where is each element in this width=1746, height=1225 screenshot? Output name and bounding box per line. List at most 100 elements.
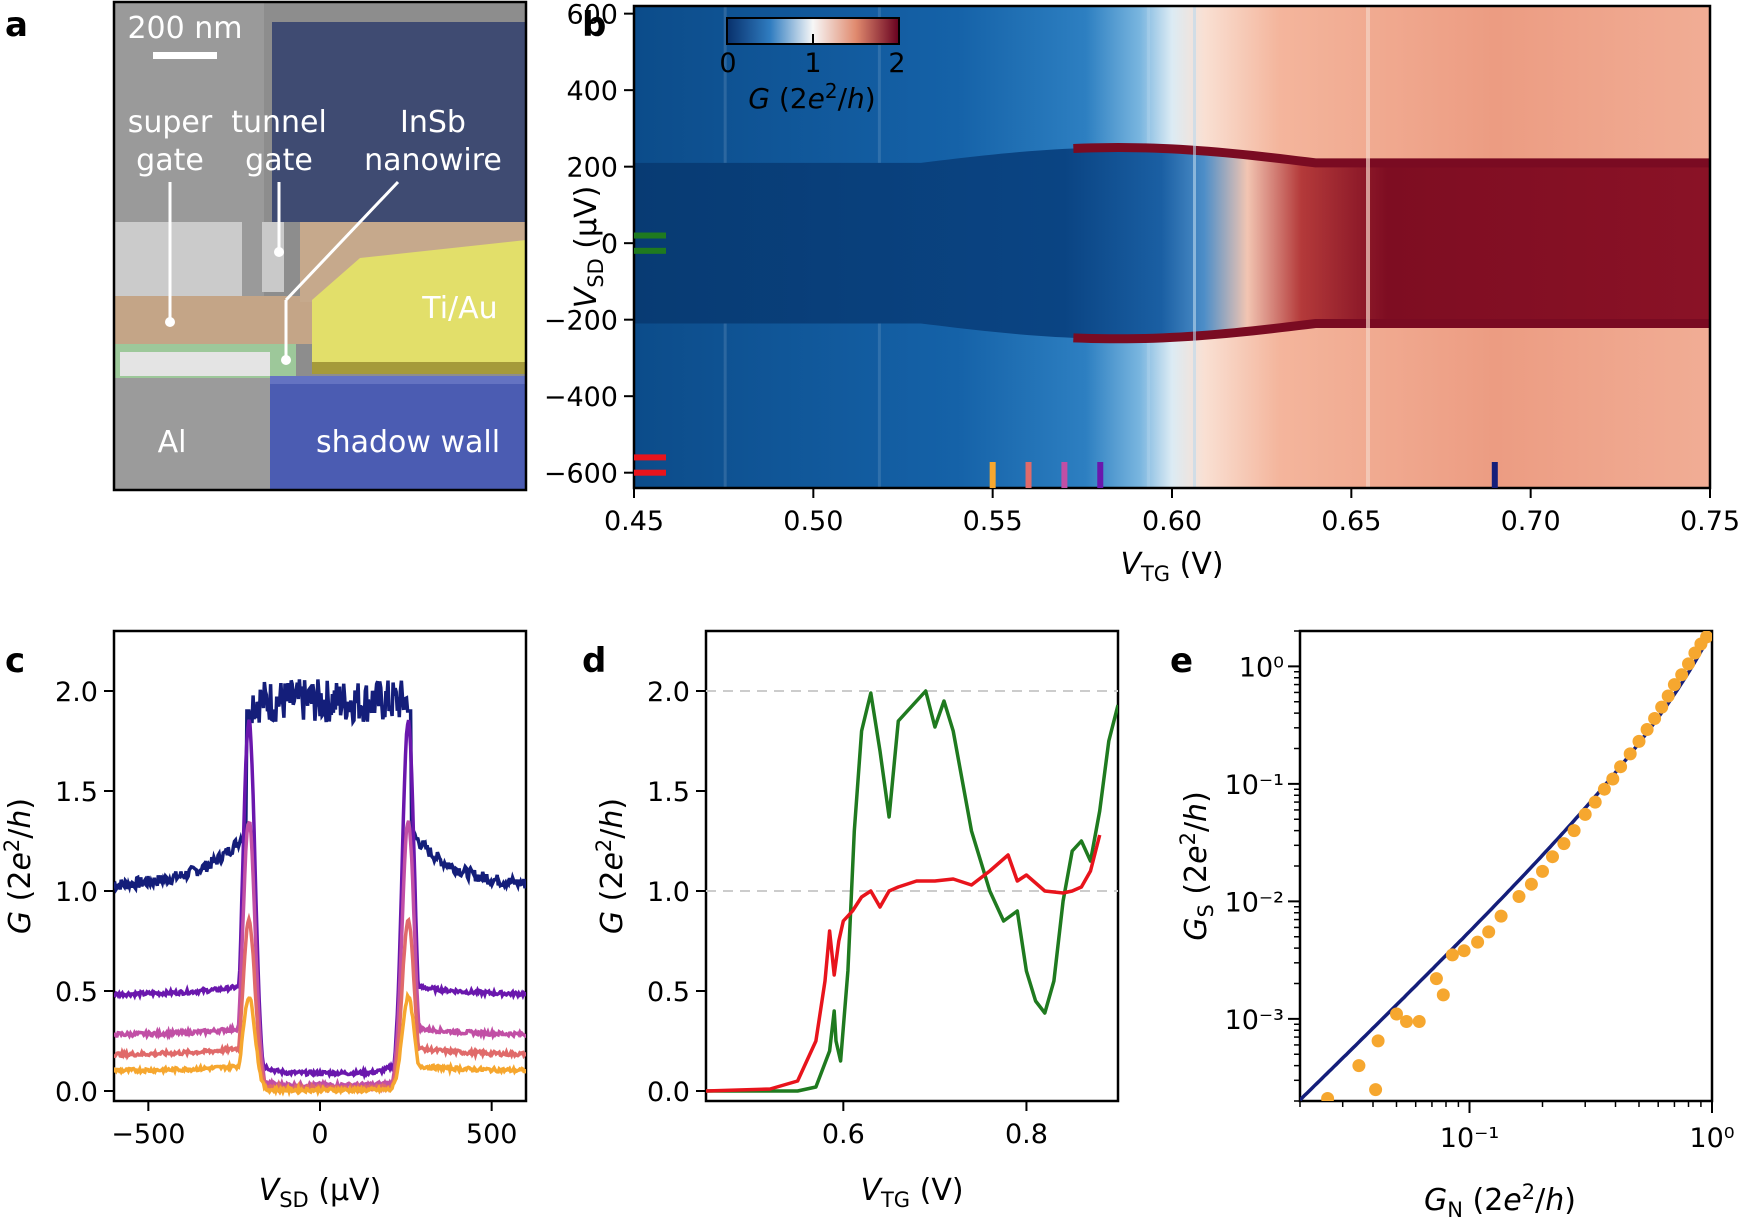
c-ytick-label: 2.0 bbox=[55, 677, 98, 708]
e-data-point bbox=[1390, 1007, 1403, 1021]
c-ytick-label: 0.5 bbox=[55, 977, 98, 1008]
e-data-point bbox=[1614, 760, 1628, 774]
top-gate-region bbox=[272, 22, 526, 222]
c-ytick-label: 1.0 bbox=[55, 877, 98, 908]
tiau-lead bbox=[312, 240, 526, 370]
heatmap-artifact-line-2 bbox=[1193, 6, 1196, 488]
panel-letter-a: a bbox=[5, 5, 28, 45]
e-data-point bbox=[1546, 850, 1559, 864]
e-data-point bbox=[1471, 935, 1485, 949]
panel-b-axes: 0.45 0.50 0.55 0.60 0.65 0.70 0.75 600 400 200 0 −2… bbox=[544, 0, 1740, 537]
pointer-dot-tunnel-gate bbox=[274, 247, 284, 257]
c-xtick-label: −500 bbox=[111, 1119, 185, 1150]
label-tunnel-gate-2: gate bbox=[245, 143, 313, 178]
e-data-point bbox=[1400, 1015, 1413, 1028]
b-marker-left bbox=[634, 247, 666, 254]
heatmap-gap-region bbox=[634, 147, 1710, 339]
panel-b-markers bbox=[634, 232, 1498, 488]
e-xtick-label: 10⁻¹ bbox=[1440, 1123, 1499, 1154]
d-xtick-label: 0.6 bbox=[822, 1119, 865, 1150]
b-ylabel: VSD (µV) bbox=[569, 186, 608, 309]
tunnel-gate-strip bbox=[262, 222, 284, 292]
e-data-point bbox=[1494, 909, 1508, 923]
label-nanowire-1: InSb bbox=[400, 105, 466, 140]
al-region bbox=[114, 378, 270, 490]
c-xlabel: VSD (µV) bbox=[259, 1173, 382, 1212]
pointer-dot-super-gate bbox=[165, 317, 175, 327]
d-series-line bbox=[706, 834, 1102, 1093]
e-data-point bbox=[1321, 1092, 1335, 1101]
c-ytick-label: 0.0 bbox=[55, 1077, 98, 1108]
e-data-point bbox=[1661, 689, 1675, 703]
e-ylabel: GS (2e2/h) bbox=[1176, 791, 1218, 941]
label-shadow-wall: shadow wall bbox=[316, 425, 500, 460]
d-xlabel: VTG (V) bbox=[860, 1173, 963, 1212]
e-data-point bbox=[1567, 824, 1581, 838]
b-ytick-label: −400 bbox=[544, 382, 618, 413]
e-data-point bbox=[1512, 890, 1526, 903]
shadow-wall bbox=[270, 380, 526, 490]
panel-d-frame bbox=[704, 629, 1120, 1103]
e-fit-curve bbox=[1300, 634, 1712, 1101]
heatmap-coherence-peak-bottom bbox=[1073, 319, 1710, 344]
e-data-point bbox=[1524, 877, 1538, 891]
c-xtick-label: 500 bbox=[466, 1119, 518, 1150]
b-ytick-label: −600 bbox=[544, 459, 618, 490]
panel-e-frame bbox=[1298, 629, 1714, 1103]
d-ytick-label: 2.0 bbox=[647, 677, 690, 708]
al-strip bbox=[120, 352, 270, 376]
c-series-line bbox=[114, 679, 526, 894]
colorbar-tick-label-0: 0 bbox=[719, 48, 736, 79]
super-gate-region bbox=[114, 222, 242, 298]
e-data-point bbox=[1597, 782, 1611, 796]
panel-c-axes: −500 0 500 0.0 0.5 1.0 1.5 2.0 bbox=[55, 677, 517, 1150]
panel-b-heatmap bbox=[634, 6, 1710, 488]
d-ytick-label: 0.0 bbox=[647, 1077, 690, 1108]
c-series-line bbox=[114, 990, 526, 1098]
b-marker-left bbox=[634, 469, 666, 476]
e-xtick-label: 10⁰ bbox=[1689, 1123, 1734, 1154]
e-data-point bbox=[1536, 864, 1549, 878]
b-xtick-label: 0.60 bbox=[1142, 506, 1202, 537]
e-data-point bbox=[1412, 1015, 1426, 1028]
e-data-point bbox=[1700, 631, 1712, 644]
e-xlabel: GN (2e2/h) bbox=[1424, 1180, 1576, 1222]
b-marker-bottom bbox=[989, 462, 996, 488]
c-ylabel: G (2e2/h) bbox=[0, 798, 38, 934]
e-data-point bbox=[1682, 657, 1695, 671]
b-marker-bottom bbox=[1097, 462, 1104, 488]
colorbar-tick-label-2: 2 bbox=[888, 48, 905, 79]
d-ylabel: G (2e2/h) bbox=[592, 798, 630, 934]
e-data-point bbox=[1429, 972, 1443, 986]
panel-a-border bbox=[112, 0, 528, 492]
e-data-point bbox=[1457, 944, 1471, 958]
b-xtick-label: 0.50 bbox=[783, 506, 843, 537]
b-marker-left bbox=[634, 454, 666, 461]
b-ytick-label: −200 bbox=[544, 306, 618, 337]
e-ytick-label: 10⁻³ bbox=[1225, 1005, 1284, 1036]
d-xtick-label: 0.8 bbox=[1005, 1119, 1048, 1150]
b-ytick-label: 200 bbox=[566, 153, 618, 184]
b-xtick-label: 0.65 bbox=[1321, 506, 1381, 537]
e-data-point bbox=[1352, 1059, 1366, 1073]
e-data-point bbox=[1578, 807, 1592, 821]
panel-d-axes: 0.6 0.8 0.0 0.5 1.0 1.5 2.0 bbox=[647, 677, 1118, 1150]
scale-bar-label: 200 nm bbox=[127, 11, 242, 46]
d-ytick-label: 0.5 bbox=[647, 977, 690, 1008]
d-series-line bbox=[706, 689, 1118, 1093]
c-series-line bbox=[114, 912, 526, 1096]
e-data-point bbox=[1675, 668, 1689, 682]
pointer-nanowire bbox=[284, 180, 400, 302]
panel-letter-d: d bbox=[582, 641, 606, 681]
e-data-point bbox=[1632, 734, 1646, 748]
e-data-point bbox=[1623, 747, 1637, 761]
panel-letter-c: c bbox=[5, 641, 25, 681]
panel-letter-e: e bbox=[1170, 641, 1193, 681]
e-ytick-label: 10⁻² bbox=[1225, 887, 1284, 918]
e-data-point bbox=[1606, 772, 1620, 786]
c-xtick-label: 0 bbox=[311, 1119, 328, 1150]
panel-e-series bbox=[1300, 631, 1712, 1101]
colorbar-tick-label-1: 1 bbox=[804, 48, 821, 79]
e-data-point bbox=[1371, 1034, 1385, 1048]
